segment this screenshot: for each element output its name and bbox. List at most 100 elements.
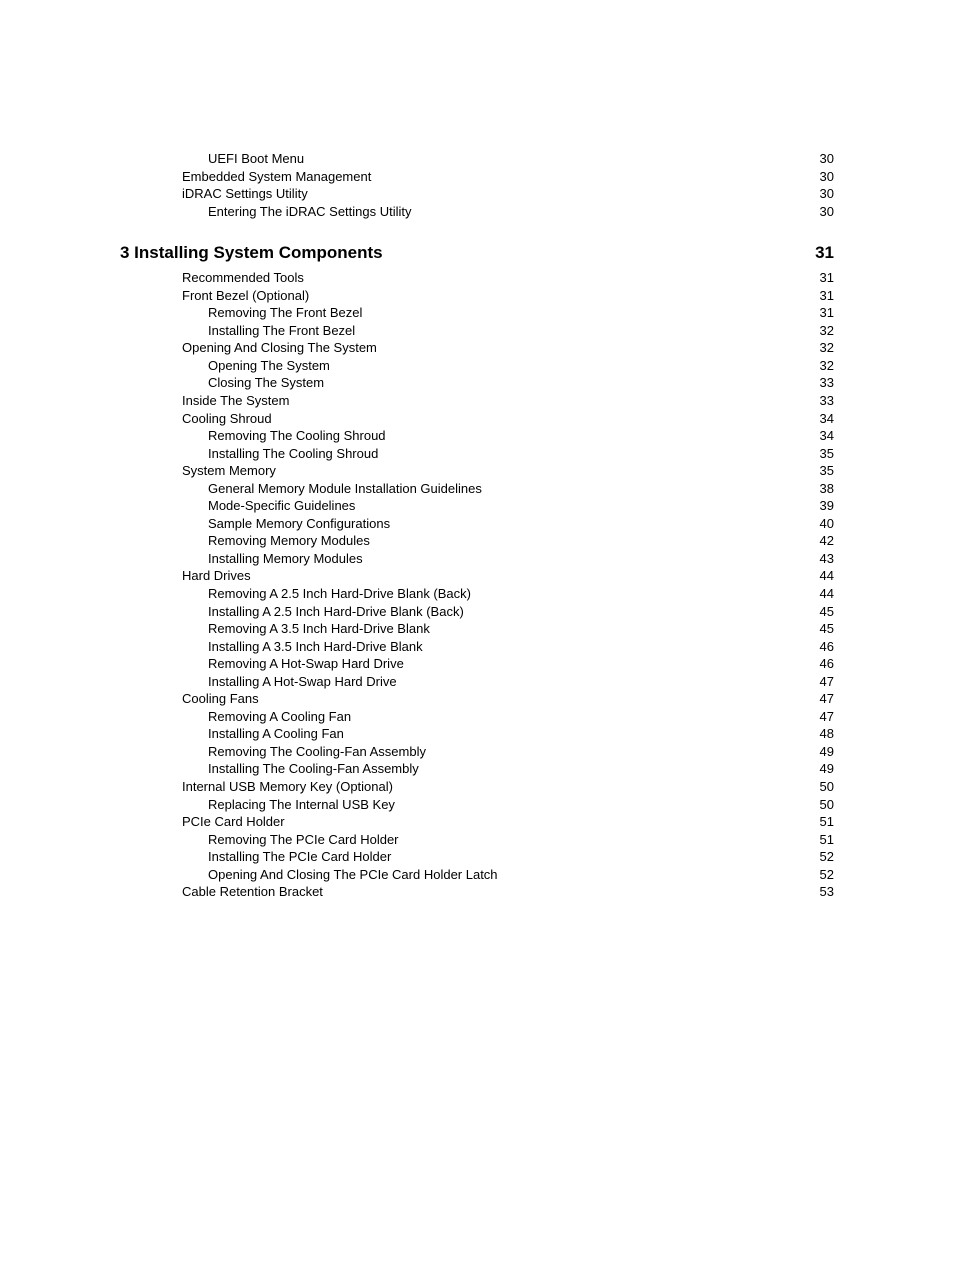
- toc-entry-title: Removing A Hot-Swap Hard Drive: [208, 655, 404, 673]
- toc-entry-title: Closing The System: [208, 374, 324, 392]
- toc-entry-page: 47: [820, 673, 834, 691]
- toc-entry[interactable]: Removing A Hot-Swap Hard Drive 46: [120, 655, 834, 673]
- toc-entry-title: Internal USB Memory Key (Optional): [182, 778, 393, 796]
- toc-entry-title: Cable Retention Bracket: [182, 883, 323, 901]
- toc-entry[interactable]: PCIe Card Holder51: [120, 813, 834, 831]
- toc-entry-page: 35: [820, 462, 834, 480]
- toc-entry[interactable]: Sample Memory Configurations 40: [120, 515, 834, 533]
- toc-entry[interactable]: Removing The PCIe Card Holder 51: [120, 831, 834, 849]
- toc-entry[interactable]: Opening The System 32: [120, 357, 834, 375]
- toc-entry[interactable]: Removing A 3.5 Inch Hard-Drive Blank 45: [120, 620, 834, 638]
- toc-entry[interactable]: Front Bezel (Optional) 31: [120, 287, 834, 305]
- toc-entry-title: Installing The Cooling Shroud: [208, 445, 378, 463]
- toc-entry-title: Installing The Front Bezel: [208, 322, 355, 340]
- toc-entry-page: 52: [820, 848, 834, 866]
- toc-entry[interactable]: General Memory Module Installation Guide…: [120, 480, 834, 498]
- toc-entry-page: 38: [820, 480, 834, 498]
- toc-entry-page: 53: [820, 883, 834, 901]
- toc-entry-title: iDRAC Settings Utility: [182, 185, 308, 203]
- toc-entry-page: 32: [820, 322, 834, 340]
- toc-entry-page: 35: [820, 445, 834, 463]
- toc-entry-page: 51: [820, 831, 834, 849]
- toc-entry[interactable]: System Memory 35: [120, 462, 834, 480]
- toc-entry-page: 46: [820, 638, 834, 656]
- toc-entry[interactable]: Opening And Closing The PCIe Card Holder…: [120, 866, 834, 884]
- toc-entry[interactable]: Installing The Cooling Shroud 35: [120, 445, 834, 463]
- toc-entry[interactable]: Internal USB Memory Key (Optional)50: [120, 778, 834, 796]
- toc-entry-title: Removing A Cooling Fan: [208, 708, 351, 726]
- toc-entry-page: 34: [820, 410, 834, 428]
- toc-entry[interactable]: Recommended Tools31: [120, 269, 834, 287]
- toc-entry[interactable]: Installing Memory Modules43: [120, 550, 834, 568]
- toc-entry[interactable]: Removing The Cooling Shroud34: [120, 427, 834, 445]
- toc-entry[interactable]: Cooling Shroud 34: [120, 410, 834, 428]
- toc-entry-page: 52: [820, 866, 834, 884]
- toc-entry-page: 49: [820, 760, 834, 778]
- toc-entry-title: Opening The System: [208, 357, 330, 375]
- toc-entry-title: System Memory: [182, 462, 276, 480]
- toc-entry-title: Installing A Hot-Swap Hard Drive: [208, 673, 397, 691]
- toc-entry[interactable]: Inside The System 33: [120, 392, 834, 410]
- toc-entry-page: 45: [820, 620, 834, 638]
- toc-entry-title: Inside The System: [182, 392, 289, 410]
- toc-entry[interactable]: Installing A Cooling Fan48: [120, 725, 834, 743]
- toc-entry[interactable]: Removing A Cooling Fan 47: [120, 708, 834, 726]
- toc-entry-title: Sample Memory Configurations: [208, 515, 390, 533]
- toc-entry-title: General Memory Module Installation Guide…: [208, 480, 482, 498]
- toc-entry[interactable]: Installing A Hot-Swap Hard Drive 47: [120, 673, 834, 691]
- toc-entry[interactable]: Removing Memory Modules42: [120, 532, 834, 550]
- toc-entry-page: 42: [820, 532, 834, 550]
- toc-entry-title: Installing The Cooling-Fan Assembly: [208, 760, 419, 778]
- toc-entry-page: 39: [820, 497, 834, 515]
- toc-entry[interactable]: Hard Drives 44: [120, 567, 834, 585]
- toc-entry-title: Removing A 3.5 Inch Hard-Drive Blank: [208, 620, 430, 638]
- toc-entry[interactable]: Replacing The Internal USB Key50: [120, 796, 834, 814]
- toc-entry[interactable]: Installing The Front Bezel 32: [120, 322, 834, 340]
- toc-entry[interactable]: Cooling Fans47: [120, 690, 834, 708]
- toc-entry[interactable]: Removing A 2.5 Inch Hard-Drive Blank (Ba…: [120, 585, 834, 603]
- toc-entry-title: Cooling Shroud: [182, 410, 272, 428]
- toc-entry[interactable]: Entering The iDRAC Settings Utility30: [120, 203, 834, 221]
- toc-entry-title: UEFI Boot Menu: [208, 150, 304, 168]
- toc-entry[interactable]: iDRAC Settings Utility30: [120, 185, 834, 203]
- toc-entry-page: 44: [820, 567, 834, 585]
- toc-entry-page: 44: [820, 585, 834, 603]
- toc-entry-page: 30: [820, 168, 834, 186]
- toc-entry-title: Removing The Cooling-Fan Assembly: [208, 743, 426, 761]
- toc-entry-page: 33: [820, 374, 834, 392]
- toc-entry-title: Removing A 2.5 Inch Hard-Drive Blank (Ba…: [208, 585, 471, 603]
- toc-entry[interactable]: Installing A 2.5 Inch Hard-Drive Blank (…: [120, 603, 834, 621]
- toc-entry-title: Hard Drives: [182, 567, 251, 585]
- toc-entry-page: 31: [820, 287, 834, 305]
- toc-entry-title: Entering The iDRAC Settings Utility: [208, 203, 412, 221]
- toc-entry[interactable]: Mode-Specific Guidelines39: [120, 497, 834, 515]
- toc-entry-title: Removing The PCIe Card Holder: [208, 831, 399, 849]
- toc-entry[interactable]: Removing The Front Bezel31: [120, 304, 834, 322]
- toc-entry-page: 51: [820, 813, 834, 831]
- toc-entry-page: 31: [820, 269, 834, 287]
- toc-entry-title: Installing The PCIe Card Holder: [208, 848, 391, 866]
- toc-entry[interactable]: UEFI Boot Menu 30: [120, 150, 834, 168]
- toc-entry[interactable]: Installing The PCIe Card Holder 52: [120, 848, 834, 866]
- toc-entry-title: Removing The Cooling Shroud: [208, 427, 386, 445]
- toc-entry-title: Embedded System Management: [182, 168, 371, 186]
- toc-entry[interactable]: Installing The Cooling-Fan Assembly 49: [120, 760, 834, 778]
- toc-entry-title: Front Bezel (Optional): [182, 287, 309, 305]
- toc-entry[interactable]: Closing The System 33: [120, 374, 834, 392]
- toc-entry-page: 47: [820, 690, 834, 708]
- toc-entry[interactable]: Opening And Closing The System32: [120, 339, 834, 357]
- toc-entry-title: Installing A 2.5 Inch Hard-Drive Blank (…: [208, 603, 464, 621]
- toc-page: UEFI Boot Menu30Embedded System Manageme…: [0, 0, 954, 1268]
- toc-entry[interactable]: Cable Retention Bracket 53: [120, 883, 834, 901]
- toc-entry[interactable]: 3 Installing System Components31: [120, 242, 834, 265]
- toc-entry-page: 47: [820, 708, 834, 726]
- toc-entry[interactable]: Installing A 3.5 Inch Hard-Drive Blank46: [120, 638, 834, 656]
- toc-entry-page: 30: [820, 150, 834, 168]
- toc-entry-page: 40: [820, 515, 834, 533]
- toc-entry[interactable]: Removing The Cooling-Fan Assembly49: [120, 743, 834, 761]
- toc-entry[interactable]: Embedded System Management 30: [120, 168, 834, 186]
- toc-entry-page: 46: [820, 655, 834, 673]
- toc-entry-page: 32: [820, 357, 834, 375]
- toc-entry-page: 32: [820, 339, 834, 357]
- toc-entry-page: 33: [820, 392, 834, 410]
